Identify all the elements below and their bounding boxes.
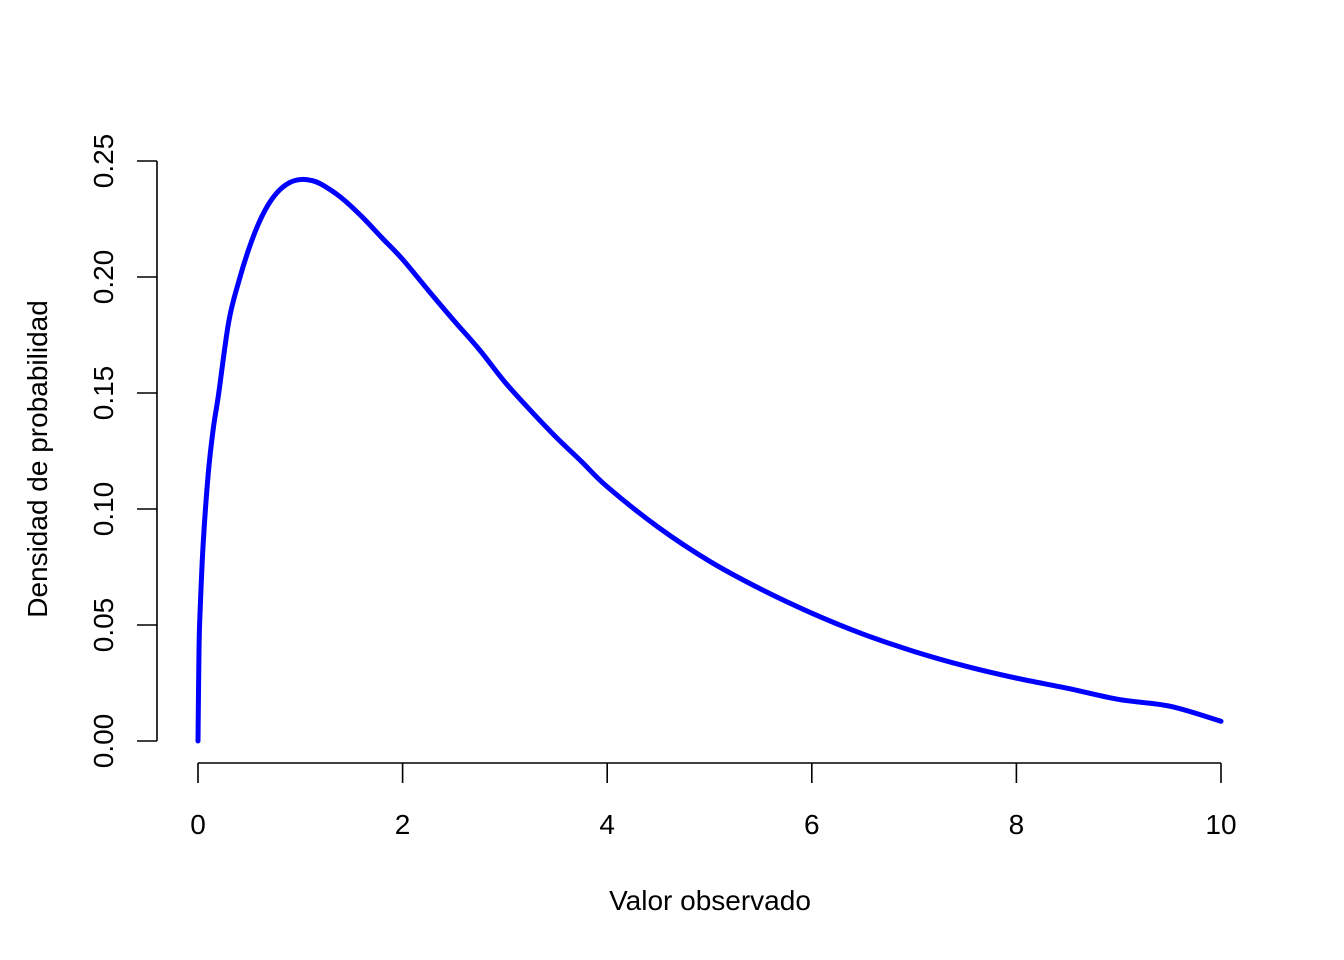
density-curve-line <box>195 176 1224 744</box>
y-axis: 0.00 0.05 0.10 0.15 0.20 0.25 <box>88 134 158 769</box>
y-tick-label: 0.20 <box>88 250 119 305</box>
x-axis: 0 2 4 6 8 10 <box>190 762 1237 840</box>
y-tick-label: 0.05 <box>88 598 119 653</box>
x-tick-label: 2 <box>395 809 411 840</box>
y-tick-label: 0.10 <box>88 482 119 537</box>
x-axis-title: Valor observado <box>609 885 811 916</box>
x-tick-label: 0 <box>190 809 206 840</box>
x-tick-label: 8 <box>1009 809 1025 840</box>
x-tick-label: 4 <box>599 809 615 840</box>
y-tick-label: 0.15 <box>88 366 119 421</box>
series-layer <box>195 176 1224 744</box>
y-tick-label: 0.00 <box>88 714 119 769</box>
x-tick-label: 10 <box>1205 809 1236 840</box>
y-tick-label: 0.25 <box>88 134 119 189</box>
y-axis-title: Densidad de probabilidad <box>22 300 53 618</box>
x-tick-label: 6 <box>804 809 820 840</box>
